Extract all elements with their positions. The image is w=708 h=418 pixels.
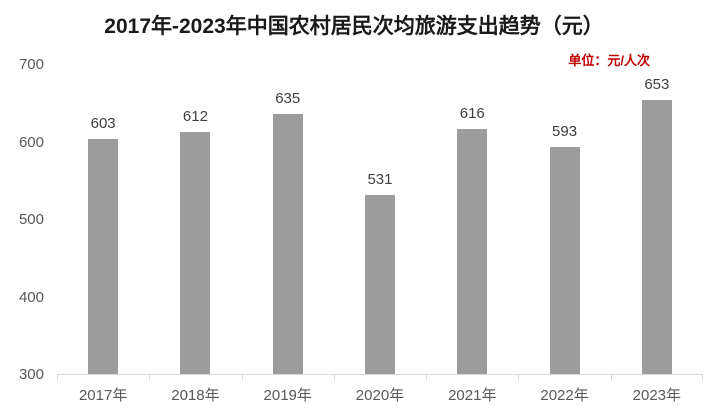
x-tick-label: 2021年 bbox=[448, 387, 497, 404]
chart-title: 2017年-2023年中国农村居民次均旅游支出趋势（元） bbox=[104, 15, 604, 38]
bar-value-label: 603 bbox=[90, 115, 116, 132]
x-tick-label: 2018年 bbox=[171, 387, 220, 404]
x-axis-tick bbox=[241, 375, 243, 380]
y-tick-label: 400 bbox=[18, 288, 44, 306]
bar-value-label: 593 bbox=[552, 123, 578, 140]
unit-label: 单位：元/人次 bbox=[568, 53, 650, 68]
bar bbox=[88, 139, 119, 374]
x-axis-tick bbox=[702, 375, 703, 380]
x-axis-labels: 2017年 2018年 2019年 2020年 2021年 2022年 2023年 bbox=[57, 384, 703, 405]
x-axis-tick bbox=[426, 375, 428, 380]
bar bbox=[549, 147, 580, 374]
bar-group: 612 bbox=[149, 65, 241, 374]
bar-group: 653 bbox=[611, 65, 703, 374]
bar bbox=[364, 195, 395, 374]
bar-group: 616 bbox=[426, 65, 518, 374]
bar-group: 635 bbox=[242, 65, 334, 374]
x-axis-tick bbox=[149, 375, 151, 380]
x-tick-label: 2019年 bbox=[263, 387, 312, 404]
y-tick-label: 300 bbox=[18, 366, 44, 383]
x-axis-tick bbox=[57, 375, 58, 380]
bar-value-label: 616 bbox=[459, 105, 485, 122]
x-axis-tick bbox=[610, 375, 612, 380]
bar bbox=[272, 114, 303, 374]
x-axis-tick bbox=[333, 375, 335, 380]
bar-group: 603 bbox=[57, 65, 149, 374]
plot-area: 603 612 635 531 616 593 653 bbox=[57, 65, 703, 380]
bar-value-label: 612 bbox=[182, 108, 208, 125]
y-axis-labels: 300 400 500 600 700 bbox=[0, 56, 44, 383]
x-tick-label: 2017年 bbox=[78, 387, 128, 404]
bar-group: 531 bbox=[334, 65, 426, 374]
x-tick-label: 2022年 bbox=[540, 387, 589, 404]
bar-value-label: 653 bbox=[644, 76, 670, 93]
bar bbox=[641, 100, 672, 374]
y-tick-label: 700 bbox=[18, 56, 44, 73]
bar bbox=[180, 132, 211, 374]
y-tick-label: 500 bbox=[18, 211, 44, 228]
bar-value-label: 531 bbox=[367, 171, 393, 188]
x-tick-label: 2023年 bbox=[632, 387, 682, 404]
bar-group: 593 bbox=[518, 65, 610, 374]
y-tick-label: 600 bbox=[18, 133, 44, 151]
bar bbox=[457, 129, 488, 374]
x-axis-tick bbox=[518, 375, 520, 380]
x-tick-label: 2020年 bbox=[355, 387, 405, 404]
bar-value-label: 635 bbox=[275, 90, 301, 107]
